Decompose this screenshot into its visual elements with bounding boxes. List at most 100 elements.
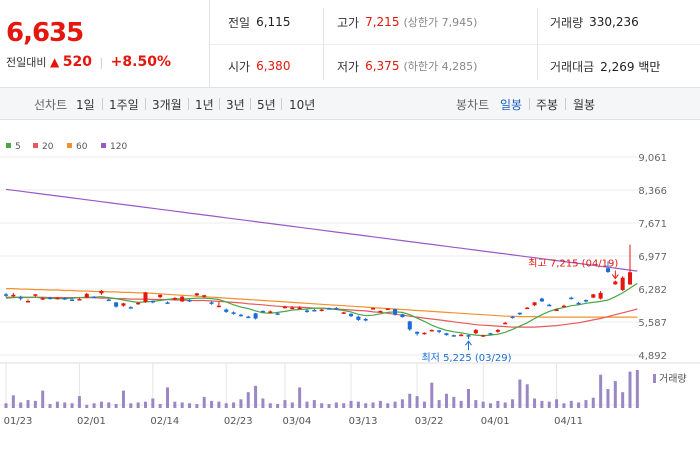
divider bbox=[102, 98, 103, 110]
volume-legend-swatch bbox=[653, 374, 656, 383]
y-tick-label: 7,671 bbox=[638, 219, 667, 230]
volume-bar bbox=[466, 389, 470, 408]
candle-body bbox=[459, 334, 464, 337]
volume-bar bbox=[180, 402, 184, 408]
volume-bar bbox=[312, 400, 316, 408]
volume-bar bbox=[437, 400, 441, 408]
candle-body bbox=[613, 281, 618, 285]
volume-bar bbox=[342, 403, 346, 408]
ma60-line bbox=[6, 288, 638, 318]
low-annotation: 최저 5,225 (03/29) bbox=[421, 352, 511, 364]
ma120-line bbox=[5, 188, 638, 272]
tab-3y[interactable]: 3년 bbox=[226, 98, 245, 112]
candle-body bbox=[363, 319, 368, 321]
candle-body bbox=[121, 303, 126, 306]
candle-body bbox=[268, 311, 273, 313]
candle-body bbox=[114, 302, 119, 307]
candle-body bbox=[605, 268, 610, 272]
candle-body bbox=[525, 307, 530, 310]
legend-swatch bbox=[33, 143, 38, 148]
candle-body bbox=[194, 293, 199, 296]
prev-close-stat: 전일 6,115 bbox=[228, 0, 290, 44]
candle-body bbox=[136, 302, 141, 305]
volume-bar bbox=[489, 403, 493, 408]
candle-body bbox=[260, 310, 265, 313]
candle-body bbox=[106, 299, 111, 302]
tab-daily[interactable]: 일봉 bbox=[500, 98, 523, 112]
candle-body bbox=[437, 330, 442, 332]
candle-body bbox=[598, 292, 603, 299]
divider: | bbox=[99, 56, 104, 69]
divider bbox=[188, 98, 189, 110]
candle-body bbox=[180, 296, 185, 302]
candle-body bbox=[246, 316, 251, 319]
y-tick-label: 4,892 bbox=[638, 351, 667, 362]
tab-weekly[interactable]: 주봉 bbox=[536, 98, 559, 112]
candle-body bbox=[547, 304, 552, 307]
volume-bar bbox=[224, 403, 228, 408]
high-label: 고가 bbox=[337, 15, 360, 30]
tab-1y[interactable]: 1년 bbox=[195, 98, 214, 112]
volume-bar bbox=[393, 401, 397, 408]
volume-bar bbox=[195, 404, 199, 408]
low-label: 저가 bbox=[337, 59, 360, 74]
change-amount: 520 bbox=[62, 54, 92, 70]
volume-bar bbox=[371, 402, 375, 408]
volume-bar bbox=[202, 396, 206, 408]
tab-1d[interactable]: 1일 bbox=[76, 98, 95, 112]
legend-swatch bbox=[101, 143, 106, 148]
upper-limit: (상한가 7,945) bbox=[403, 16, 478, 29]
high-annotation-arrowhead bbox=[611, 274, 619, 280]
candle-body bbox=[451, 335, 456, 337]
candle-body bbox=[282, 306, 287, 309]
candle-body bbox=[150, 300, 155, 303]
volume-bar bbox=[70, 403, 74, 408]
divider bbox=[250, 98, 251, 110]
candlestick-chart: 거래량 9,061 8,366 7,671 6,977 6,282 5,587 4,892 0… bbox=[0, 142, 700, 427]
candle-body bbox=[209, 302, 214, 304]
candle-body bbox=[158, 294, 163, 298]
candle-body bbox=[385, 308, 390, 311]
candle-body bbox=[84, 293, 89, 298]
volume-bar bbox=[143, 401, 147, 408]
legend-label: 60 bbox=[76, 142, 88, 152]
volume-bar bbox=[562, 403, 566, 408]
candle-body bbox=[429, 329, 434, 332]
volume-bar bbox=[327, 404, 331, 408]
tab-10y[interactable]: 10년 bbox=[289, 98, 316, 112]
legend-swatch bbox=[67, 143, 72, 148]
candle-body bbox=[539, 298, 544, 302]
x-tick-label: 04/01 bbox=[481, 416, 510, 427]
volume-bar bbox=[452, 396, 456, 408]
change-percent: +8.50% bbox=[110, 54, 171, 70]
divider bbox=[537, 8, 538, 80]
candle-body bbox=[319, 309, 324, 312]
volume-bar bbox=[349, 400, 353, 408]
lower-limit: (하한가 4,285) bbox=[403, 60, 478, 73]
volume-label: 거래량 bbox=[550, 15, 584, 30]
y-tick-label: 6,977 bbox=[638, 252, 667, 263]
volume-bar bbox=[254, 385, 258, 408]
candle-body bbox=[554, 309, 559, 312]
volume-bar bbox=[173, 401, 177, 408]
volume-label: 거래량 bbox=[659, 373, 687, 385]
x-tick-label: 04/11 bbox=[554, 416, 583, 427]
candle-body bbox=[202, 295, 207, 297]
y-tick-label: 8,366 bbox=[638, 186, 667, 197]
tab-1w[interactable]: 1주일 bbox=[109, 98, 139, 112]
volume-bar bbox=[569, 400, 573, 408]
volume-bar bbox=[386, 403, 390, 408]
tab-3m[interactable]: 3개월 bbox=[152, 98, 182, 112]
volume-bar bbox=[430, 382, 434, 408]
candle-body bbox=[466, 335, 471, 337]
trade-value-value: 2,269 백만 bbox=[600, 59, 661, 74]
tab-monthly[interactable]: 월봉 bbox=[573, 98, 596, 112]
line-chart-title: 선차트 bbox=[34, 98, 68, 112]
divider bbox=[210, 44, 700, 45]
tab-5y[interactable]: 5년 bbox=[257, 98, 276, 112]
volume-bar bbox=[334, 402, 338, 408]
volume-bar bbox=[496, 400, 500, 408]
volume-bar bbox=[151, 398, 155, 408]
volume-bar bbox=[33, 400, 37, 408]
